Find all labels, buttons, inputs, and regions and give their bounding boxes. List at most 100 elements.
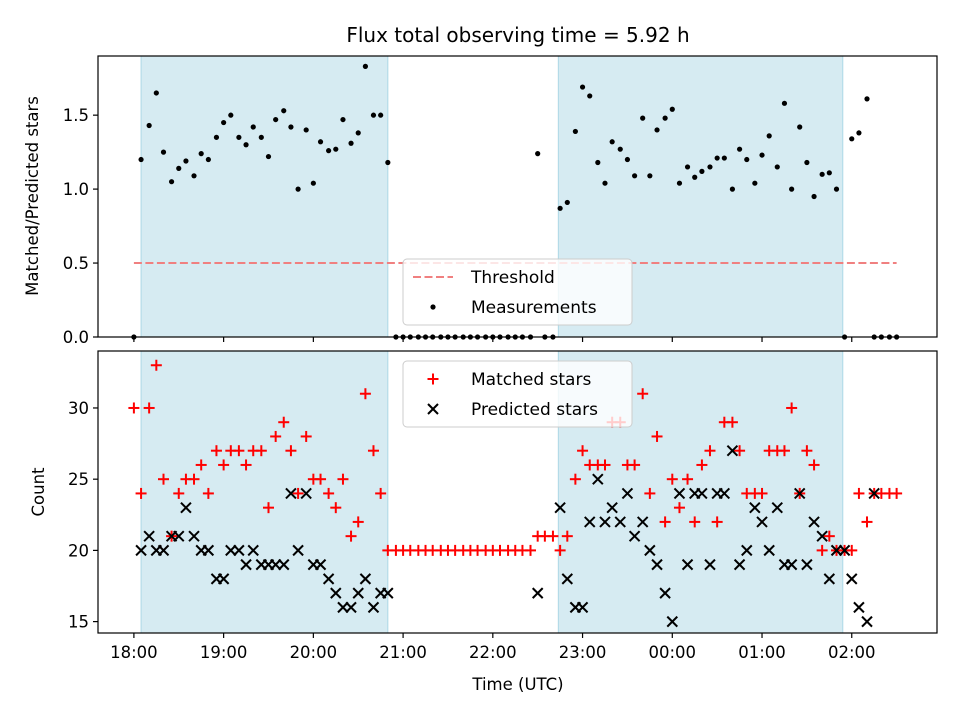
measurement-point	[333, 146, 339, 152]
matched-point	[352, 516, 364, 528]
bottom-xtick-label: 20:00	[290, 643, 338, 662]
predicted-point	[292, 544, 304, 557]
predicted-point	[531, 587, 544, 599]
predicted-point	[794, 487, 806, 500]
predicted-point	[278, 558, 290, 571]
predicted-point	[666, 615, 678, 628]
measurement-point	[265, 153, 272, 160]
matched-point	[891, 487, 903, 499]
measurement-point	[736, 146, 743, 152]
predicted-point-b	[621, 487, 634, 500]
matched-legend-marker	[427, 373, 439, 385]
measurement-point	[564, 199, 570, 206]
matched-point	[315, 473, 327, 485]
predicted-point-b	[240, 558, 252, 571]
predicted-point-b	[644, 544, 656, 557]
matched-point	[673, 502, 685, 514]
measurement-point	[864, 96, 870, 102]
measurement-point	[250, 124, 256, 130]
measurement-point	[326, 148, 332, 154]
matched-point	[659, 516, 671, 528]
measurement-point	[819, 171, 825, 177]
measurements-legend-label: Measurements	[471, 298, 597, 318]
predicted-point	[801, 558, 813, 571]
matched-point	[337, 473, 349, 485]
predicted-point	[345, 601, 357, 614]
predicted-point-b	[606, 501, 618, 514]
measurement-point	[781, 100, 788, 106]
predicted-point	[352, 587, 364, 599]
measurement-point	[258, 134, 264, 140]
measurement-point	[647, 173, 653, 179]
predicted-point-b	[345, 601, 357, 614]
predicted-point-b	[785, 558, 798, 571]
predicted-point-b	[554, 501, 566, 514]
measurement-point	[752, 180, 758, 186]
bottom-shaded-interval	[140, 350, 389, 634]
predicted-point-b	[278, 558, 290, 571]
bottom-ytick-label: 20	[68, 541, 89, 560]
measurement-point	[205, 156, 211, 163]
predicted-point-b	[846, 573, 858, 585]
top-ytick-label: 1.5	[63, 106, 89, 125]
measurement-point	[535, 151, 541, 157]
matched-point	[823, 530, 835, 542]
measurement-point	[669, 106, 675, 112]
predicted-point-b	[285, 487, 297, 500]
predicted-point	[367, 601, 380, 614]
matched-point	[525, 544, 537, 556]
predicted-point	[726, 444, 739, 457]
predicted-point	[322, 573, 335, 585]
measurement-point	[766, 133, 772, 139]
measurement-point	[370, 112, 377, 118]
bottom-axes-frame	[97, 350, 938, 634]
matched-point	[734, 445, 746, 457]
predicted-point-b	[614, 516, 626, 528]
matched-point	[554, 544, 566, 556]
bottom-xtick-label: 23:00	[559, 643, 607, 662]
measurement-point	[707, 164, 713, 170]
predicted-point	[180, 501, 192, 514]
predicted-point	[808, 516, 820, 528]
matched-point	[278, 416, 290, 428]
predicted-point-b	[763, 544, 775, 557]
predicted-point-b	[726, 444, 739, 457]
measurement-point	[624, 156, 631, 163]
predicted-point	[651, 558, 663, 571]
predicted-point	[173, 530, 185, 542]
measurement-point	[759, 152, 765, 158]
matched-point	[644, 487, 656, 499]
measurement-point	[281, 108, 287, 114]
predicted-point-b	[771, 501, 783, 514]
predicted-point	[285, 487, 297, 500]
predicted-point	[157, 544, 170, 557]
matched-point	[569, 473, 581, 485]
matched-point	[233, 445, 245, 457]
predicted-point-b	[801, 558, 813, 571]
measurement-point	[714, 155, 720, 161]
predicted-point	[823, 573, 836, 585]
measurement-point	[303, 127, 309, 133]
predicted-point	[659, 587, 671, 599]
matched-point	[240, 459, 252, 471]
measurement-point	[804, 159, 810, 166]
predicted-point-b	[704, 558, 716, 571]
predicted-point	[143, 530, 155, 542]
matched-point	[801, 445, 813, 457]
matched-legend-label: Matched stars	[471, 370, 591, 390]
measurement-point	[146, 122, 152, 129]
predicted-point	[584, 516, 596, 528]
matched-point	[135, 487, 147, 499]
measurement-point	[662, 115, 668, 121]
chart-title: Flux total observing time = 5.92 h	[346, 23, 689, 47]
bottom-panel: 15 20 25 30 18:00 19:00 20:00 21:00 22:00 23:00 00…	[68, 350, 938, 662]
predicted-point-b	[188, 530, 200, 542]
matched-point	[359, 388, 371, 400]
measurement-point	[579, 84, 586, 90]
predicted-point	[614, 516, 626, 528]
measurement-point	[213, 134, 220, 140]
predicted-point-b	[666, 615, 678, 628]
predicted-point-b	[659, 587, 671, 599]
predicted-point-b	[584, 516, 596, 528]
predicted-point	[247, 544, 259, 557]
